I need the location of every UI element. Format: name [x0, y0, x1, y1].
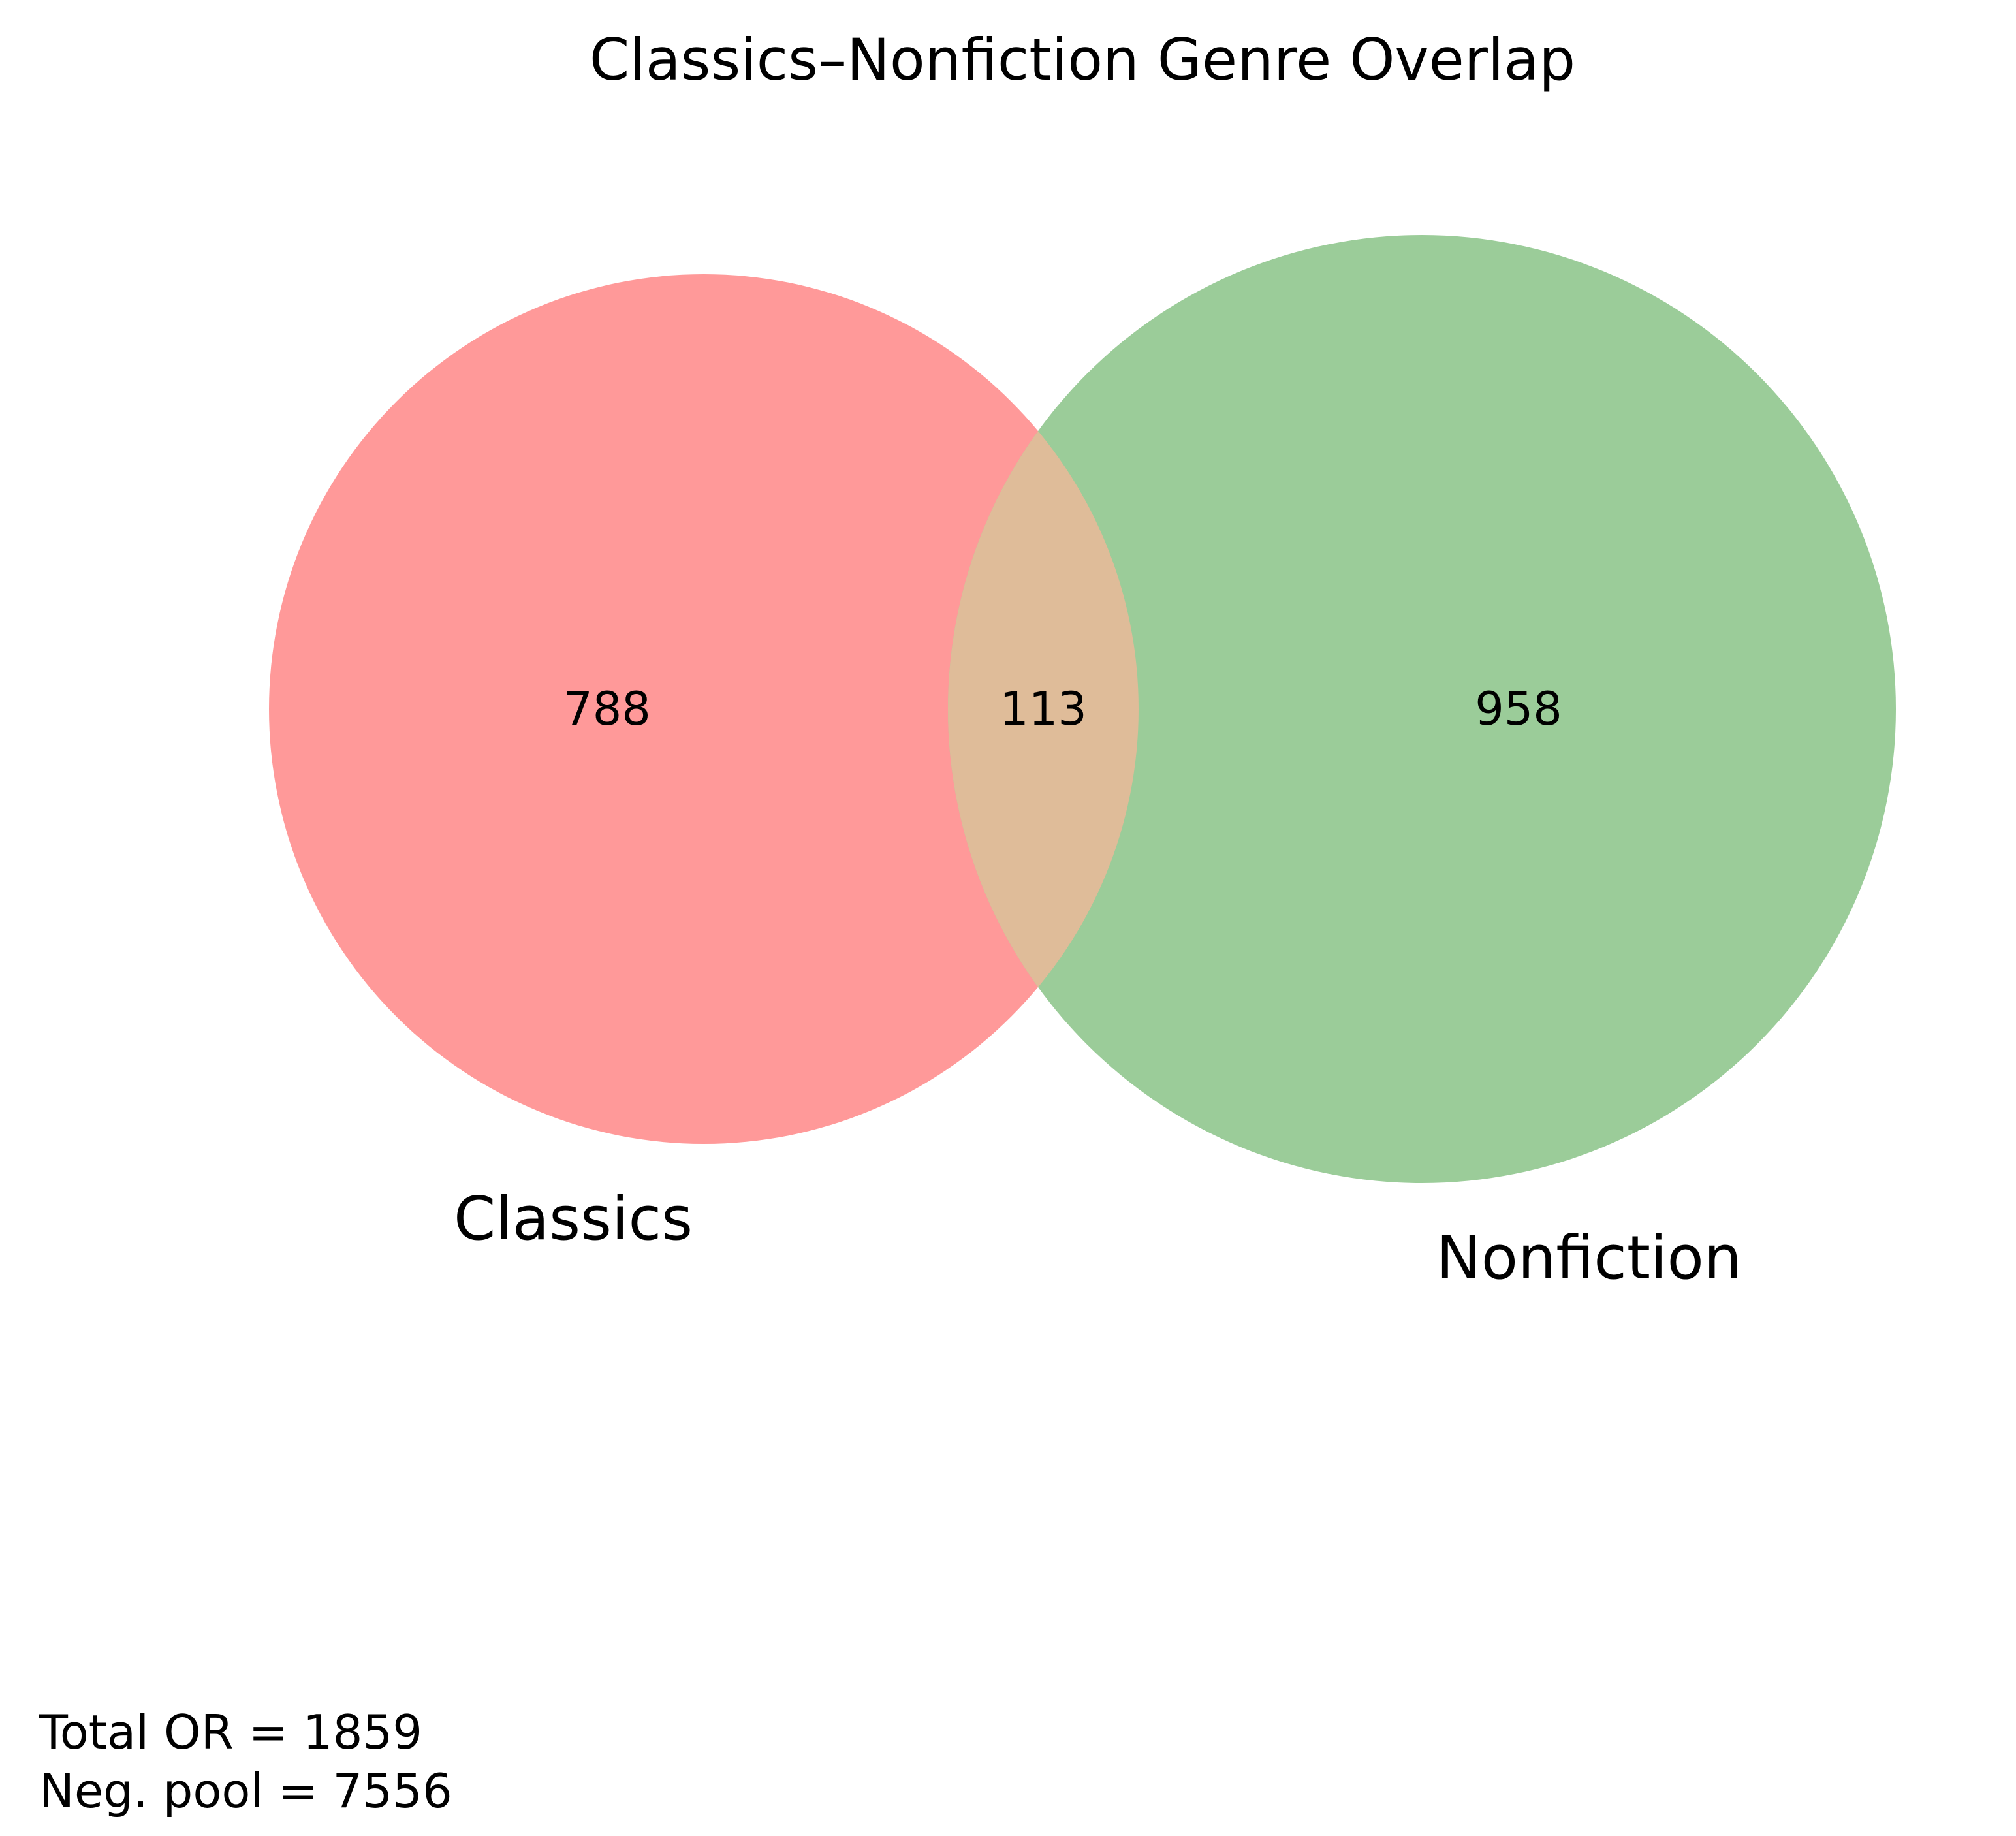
intersection-count: 113: [1000, 682, 1087, 736]
neg-pool-note: Neg. pool = 7556: [39, 1764, 452, 1818]
classics-set-label: Classics: [454, 1184, 693, 1254]
nonfiction-circle: [948, 235, 1896, 1183]
chart-title: Classics–Nonfiction Genre Overlap: [590, 26, 1575, 93]
classics-circle: [269, 274, 1139, 1144]
total-or-note: Total OR = 1859: [39, 1705, 422, 1760]
nonfiction-only-count: 958: [1475, 682, 1562, 736]
nonfiction-set-label: Nonfiction: [1436, 1223, 1742, 1293]
classics-only-count: 788: [563, 682, 651, 736]
